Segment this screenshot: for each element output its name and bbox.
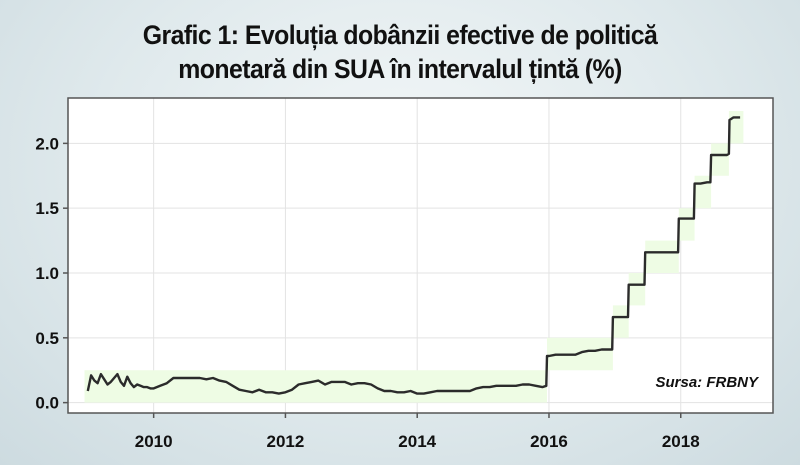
y-tick-label: 0.5	[35, 329, 59, 348]
chart-title-line2: monetară din SUA în intervalul țintă (%)	[178, 54, 622, 84]
y-tick-label: 1.5	[35, 199, 59, 218]
target-range-area	[84, 111, 744, 403]
grid-lines	[68, 98, 773, 413]
x-tick-label: 2010	[135, 432, 173, 451]
y-tick-label: 0.0	[35, 394, 59, 413]
x-axis: 2010 2012 2014 2016 2018	[135, 413, 700, 451]
rate-series-line	[86, 116, 741, 395]
chart-title: Grafic 1: Evoluția dobânzii efective de …	[32, 18, 768, 86]
x-tick-label: 2018	[662, 432, 700, 451]
x-tick-label: 2014	[398, 432, 436, 451]
y-axis: 0.0 0.5 1.0 1.5 2.0	[35, 134, 68, 413]
target-range-band	[84, 111, 744, 403]
x-tick-label: 2016	[530, 432, 568, 451]
series-lines	[86, 116, 741, 395]
source-note: Sursa: FRBNY	[655, 374, 760, 391]
y-tick-label: 2.0	[35, 134, 59, 153]
y-tick-label: 1.0	[35, 264, 59, 283]
plot-frame	[67, 97, 774, 414]
chart-title-line1: Grafic 1: Evoluția dobânzii efective de …	[142, 20, 658, 50]
x-tick-label: 2012	[267, 432, 305, 451]
